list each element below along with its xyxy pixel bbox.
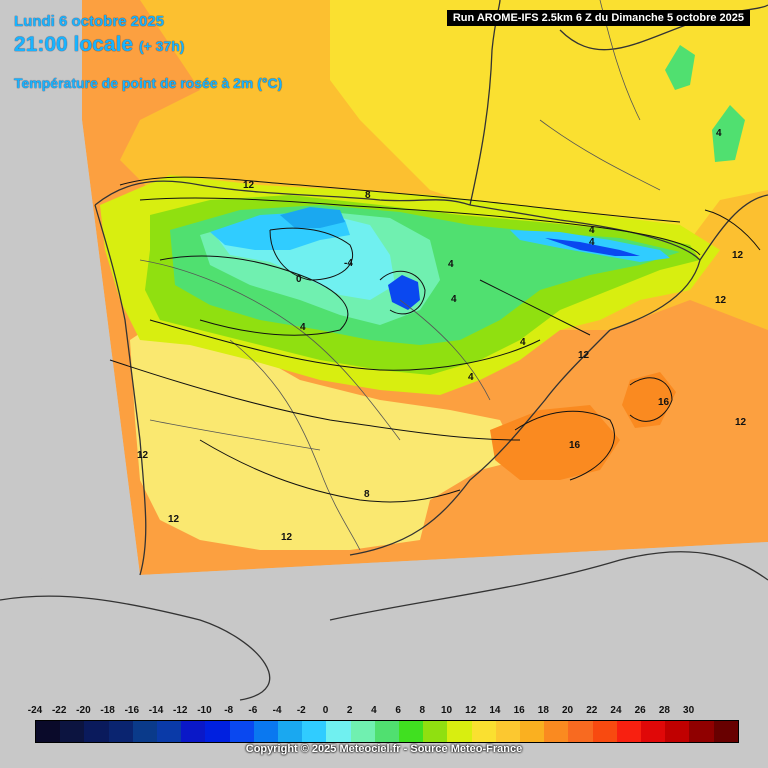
- legend-tick-label: 30: [683, 705, 695, 716]
- zone-dark-orange-east: [490, 405, 620, 480]
- legend-tick-label: -8: [224, 705, 234, 716]
- legend-swatch: [592, 721, 617, 742]
- legend-swatch: [181, 721, 206, 742]
- legend-swatch: [132, 721, 158, 742]
- legend-swatch: [36, 721, 61, 742]
- legend-tick-label: -6: [248, 705, 258, 716]
- legend-tick-label: 26: [634, 705, 646, 716]
- zone-blue-peak: [280, 207, 345, 228]
- legend-swatch: [157, 721, 182, 742]
- legend-tick-label: 22: [586, 705, 598, 716]
- zone-pale-yellow-south: [130, 320, 520, 550]
- contours: [109, 176, 761, 503]
- legend-tick-label: 24: [610, 705, 622, 716]
- legend-tick-label: -20: [76, 705, 91, 716]
- legend-tick-label: 0: [322, 705, 329, 716]
- legend-swatch: [544, 721, 569, 742]
- legend-swatch: [689, 721, 714, 742]
- legend-swatch: [229, 721, 254, 742]
- legend-tick-label: -2: [296, 705, 306, 716]
- legend-tick-label: -18: [100, 705, 115, 716]
- legend-swatch: [520, 721, 545, 742]
- forecast-local-time: 21:00 locale: [14, 33, 134, 56]
- legend-swatch: [568, 721, 593, 742]
- legend-swatch: [665, 721, 690, 742]
- zone-pyrenees-dark: [545, 238, 640, 256]
- legend-tick-label: 14: [489, 705, 501, 716]
- legend-tick-label: -24: [27, 705, 43, 716]
- legend-swatch: [423, 721, 448, 742]
- copyright-text: Copyright © 2025 Meteociel.fr - Source M…: [245, 743, 523, 755]
- legend-swatch: [84, 721, 109, 742]
- legend-tick-label: 4: [371, 705, 377, 716]
- legend-tick-label: -22: [51, 705, 67, 716]
- run-info-badge: Run AROME-IFS 2.5km 6 Z du Dimanche 5 oc…: [446, 10, 750, 26]
- coastlines: [0, 0, 768, 701]
- legend-tick-label: 2: [346, 705, 353, 716]
- forecast-lead-time: (+ 37h): [138, 38, 185, 54]
- legend-tick-label: 18: [537, 705, 549, 716]
- legend-tick-label: -12: [173, 705, 188, 716]
- legend-swatch: [108, 721, 133, 742]
- legend-tick-label: -4: [272, 705, 282, 716]
- legend-swatch: [713, 721, 738, 742]
- legend-swatch: [205, 721, 230, 742]
- legend-swatch: [399, 721, 424, 742]
- legend-tick-label: 8: [419, 705, 426, 716]
- legend-swatch: [495, 721, 521, 742]
- outside-domain-west: [0, 0, 140, 580]
- zone-dark-orange-island: [622, 372, 676, 428]
- legend-tick-label: 20: [561, 705, 574, 716]
- legend-swatch: [350, 721, 375, 742]
- forecast-date: Lundi 6 octobre 2025: [14, 13, 165, 30]
- legend-swatch: [447, 721, 472, 742]
- zone-green-ne2: [712, 105, 745, 162]
- legend-swatch: [471, 721, 496, 742]
- parameter-title: Température de point de rosée à 2m (°C): [14, 75, 283, 91]
- forecast-time: 21:00 locale (+ 37h): [14, 33, 184, 57]
- zone-dark-blue-spot: [388, 275, 420, 310]
- legend-swatch: [616, 721, 642, 742]
- legend-tick-label: 6: [395, 705, 401, 716]
- legend-tick-labels: -24 -22 -20 -18 -16 -14 -12 -10 -8 -6 -4 -2 0 2 4 6 8 10 1…: [28, 705, 737, 719]
- zone-green-ne: [665, 45, 695, 90]
- color-legend-bar: [35, 720, 739, 743]
- legend-swatch: [278, 721, 303, 742]
- legend-swatch: [60, 721, 85, 742]
- outside-domain-south: [0, 542, 768, 700]
- legend-tick-label: 10: [440, 705, 453, 716]
- legend-tick-label: 12: [465, 705, 477, 716]
- legend-swatch: [253, 721, 279, 742]
- legend-swatch: [302, 721, 327, 742]
- legend-swatch: [374, 721, 400, 742]
- zone-yellow: [330, 0, 768, 250]
- legend-tick-label: -10: [197, 705, 212, 716]
- legend-tick-label: -14: [148, 705, 164, 716]
- legend-swatch: [641, 721, 666, 742]
- legend-tick-label: -16: [124, 705, 140, 716]
- legend-tick-label: 16: [513, 705, 525, 716]
- legend-tick-label: 28: [658, 705, 670, 716]
- legend-swatch: [326, 721, 351, 742]
